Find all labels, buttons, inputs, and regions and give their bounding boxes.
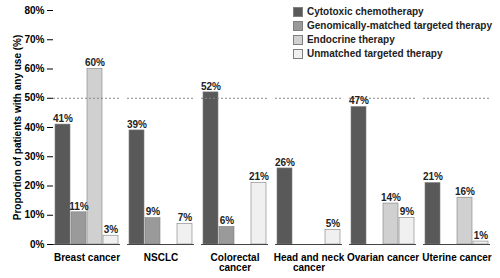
svg-text:60%: 60%	[24, 63, 44, 74]
svg-text:52%: 52%	[201, 81, 221, 92]
html-text:Unmatched targeted therapy: Unmatched targeted therapy	[306, 48, 443, 59]
svg-text:20%: 20%	[24, 180, 44, 191]
svg-text:39%: 39%	[127, 119, 147, 130]
svg-text:47%: 47%	[349, 95, 369, 106]
html-text:Genomically-matched targeted t: Genomically-matched targeted therapy	[306, 20, 492, 31]
svg-text:70%: 70%	[24, 34, 44, 45]
svg-text:Uterine cancer: Uterine cancer	[422, 252, 492, 263]
svg-text:21%: 21%	[249, 171, 269, 182]
svg-text:40%: 40%	[24, 122, 44, 133]
svg-text:26%: 26%	[275, 157, 295, 168]
svg-text:11%: 11%	[69, 201, 89, 212]
svg-text:NSCLC: NSCLC	[144, 252, 178, 263]
svg-text:10%: 10%	[24, 209, 44, 220]
svg-text:1%: 1%	[474, 230, 489, 241]
svg-text:Head and neckcancer: Head and neckcancer	[274, 252, 345, 273]
svg-text:7%: 7%	[178, 212, 193, 223]
svg-text:Ovarian cancer: Ovarian cancer	[347, 252, 419, 263]
html-text:Cytotoxic chemotherapy: Cytotoxic chemotherapy	[306, 6, 424, 17]
svg-text:0%: 0%	[30, 239, 45, 250]
svg-text:16%: 16%	[455, 186, 475, 197]
svg-text:21%: 21%	[423, 171, 443, 182]
svg-text:3%: 3%	[104, 224, 119, 235]
svg-text:60%: 60%	[85, 57, 105, 68]
svg-text:5%: 5%	[326, 218, 341, 229]
svg-text:6%: 6%	[220, 215, 235, 226]
svg-text:9%: 9%	[400, 206, 415, 217]
svg-text:80%: 80%	[24, 5, 44, 16]
svg-text:Proportion of patients with an: Proportion of patients with any use (%)	[12, 35, 23, 221]
svg-text:50%: 50%	[24, 92, 44, 103]
svg-text:9%: 9%	[146, 206, 161, 217]
svg-text:14%: 14%	[381, 192, 401, 203]
svg-text:41%: 41%	[53, 113, 73, 124]
html-text:Endocrine therapy: Endocrine therapy	[306, 34, 395, 45]
svg-text:30%: 30%	[24, 151, 44, 162]
svg-text:Breast cancer: Breast cancer	[54, 252, 120, 263]
svg-text:Colorectalcancer: Colorectalcancer	[211, 252, 260, 273]
